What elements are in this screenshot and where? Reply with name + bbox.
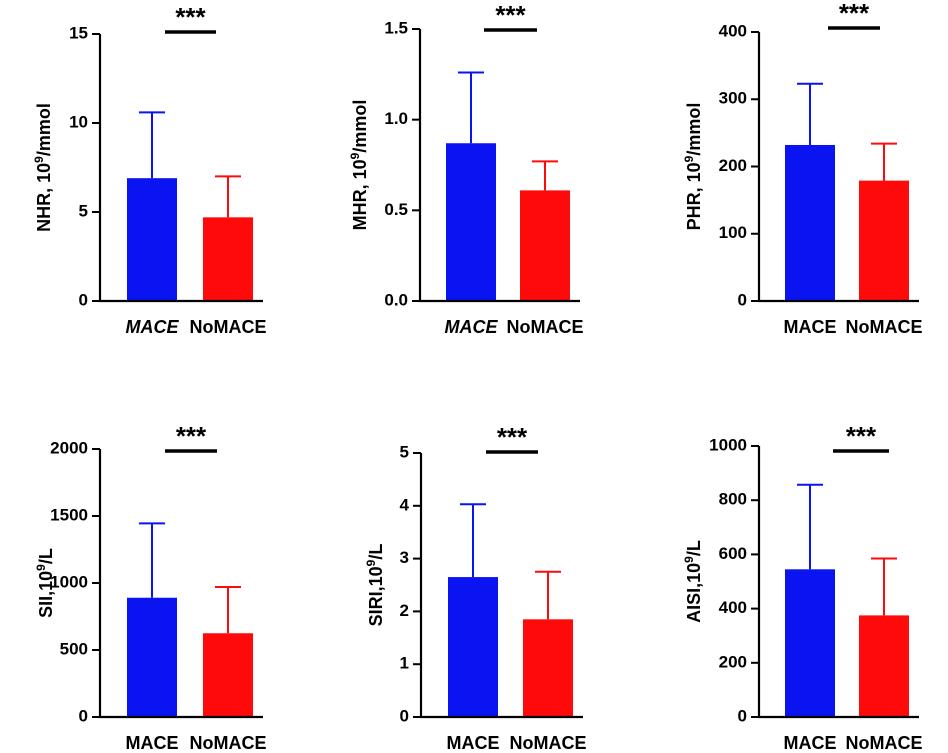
y-tick-label: 5 (400, 442, 409, 461)
x-tick-label-mace: MACE (126, 317, 180, 337)
bar-mace (127, 178, 177, 301)
x-tick-label-mace: MACE (784, 317, 837, 337)
y-axis-label: PHR, 109/mmol (682, 103, 704, 231)
y-tick-label: 0 (738, 290, 747, 309)
y-axis-label: SIRI,109/L (364, 544, 386, 627)
y-tick-label: 2000 (50, 438, 88, 457)
y-axis-label: AISI,109/L (682, 540, 704, 623)
y-axis-label: SII,109/L (34, 548, 56, 618)
x-tick-label-nomace: NoMACE (846, 733, 923, 753)
y-tick-label: 1.5 (384, 18, 408, 37)
y-tick-label: 1.0 (384, 109, 408, 128)
y-tick-label: 1000 (50, 572, 88, 591)
y-tick-label: 1500 (50, 505, 88, 524)
y-axis-label: MHR, 109/mmol (348, 100, 370, 231)
y-tick-label: 5 (79, 201, 88, 220)
y-tick-label: 0 (738, 706, 747, 725)
y-tick-label: 400 (719, 21, 747, 40)
x-tick-label-mace: MACE (784, 733, 837, 753)
y-tick-label: 1 (400, 654, 409, 673)
significance-label: *** (176, 421, 207, 451)
y-tick-label: 600 (719, 544, 747, 563)
significance-label: *** (497, 422, 528, 452)
bar-nomace (859, 615, 909, 717)
bar-mace (785, 569, 835, 717)
chart-panel-3: 0 100 200 300 400 MACE NoMACE PHR, 109/mmol *** (682, 0, 923, 337)
x-tick-label-mace: MACE (126, 733, 179, 753)
y-tick-label: 200 (719, 652, 747, 671)
bar-mace (446, 143, 496, 301)
bar-mace (785, 144, 835, 301)
x-tick-label-nomace: NoMACE (190, 733, 267, 753)
x-tick-label-mace: MACE (445, 317, 499, 337)
y-tick-label: 1000 (709, 435, 747, 454)
y-tick-label: 0 (79, 290, 88, 309)
y-tick-label: 800 (719, 490, 747, 509)
y-tick-label: 0 (79, 706, 88, 725)
chart-panel-4: 0 500 1000 1500 2000 MACE NoMACE SII,109/L *** (34, 421, 267, 753)
y-tick-label: 400 (719, 598, 747, 617)
significance-label: *** (495, 0, 526, 30)
y-tick-label: 4 (400, 495, 410, 514)
y-axis-label: NHR, 109/mmol (32, 103, 54, 232)
chart-panel-2: 0.0 0.5 1.0 1.5 MACE NoMACE MHR, 109/mmol *** (348, 0, 584, 337)
y-tick-label: 10 (69, 112, 88, 131)
bar-nomace (523, 619, 573, 717)
y-tick-label: 0 (400, 706, 409, 725)
chart-panel-5: 0 1 2 3 4 5 MACE NoMACE SIRI,109/L *** (364, 422, 587, 753)
significance-label: *** (846, 421, 877, 451)
x-tick-label-nomace: NoMACE (190, 317, 267, 337)
y-tick-label: 2 (400, 601, 409, 620)
x-tick-label-nomace: NoMACE (507, 317, 584, 337)
chart-panel-1: 0 5 10 15 MACE NoMACE NHR, 109/mmol *** (32, 2, 267, 337)
y-tick-label: 300 (719, 89, 747, 108)
x-tick-label-mace: MACE (447, 733, 500, 753)
y-tick-label: 100 (719, 223, 747, 242)
y-tick-label: 15 (69, 23, 88, 42)
bar-nomace (203, 633, 253, 717)
bar-nomace (203, 217, 253, 301)
chart-panel-6: 0 200 400 600 800 1000 MACE NoMACE AISI,109/L *** (682, 421, 923, 753)
significance-label: *** (839, 0, 870, 28)
bar-nomace (859, 180, 909, 301)
bar-nomace (520, 190, 570, 301)
y-tick-label: 200 (719, 156, 747, 175)
bar-mace (127, 597, 177, 717)
x-tick-label-nomace: NoMACE (510, 733, 587, 753)
y-tick-label: 3 (400, 548, 409, 567)
y-tick-label: 0.5 (384, 200, 408, 219)
y-tick-label: 500 (60, 639, 88, 658)
x-tick-label-nomace: NoMACE (846, 317, 923, 337)
y-tick-label: 0.0 (384, 290, 408, 309)
significance-label: *** (175, 2, 206, 32)
bar-mace (448, 577, 498, 717)
